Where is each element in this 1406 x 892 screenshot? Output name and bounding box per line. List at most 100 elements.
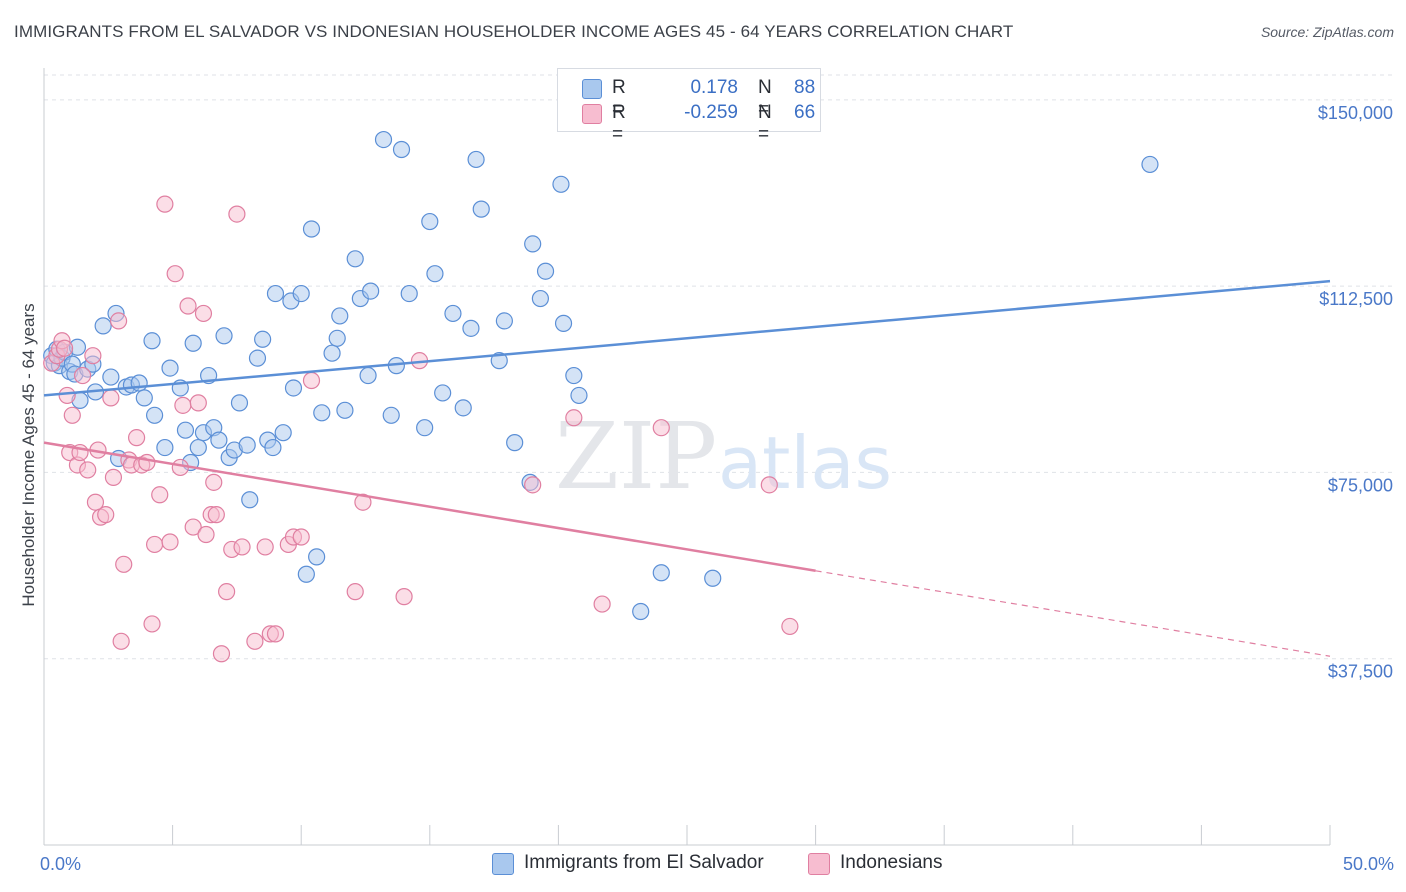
indonesians-trend-line-projection bbox=[815, 570, 1331, 657]
salvador-points bbox=[43, 130, 1159, 621]
data-point bbox=[205, 473, 223, 491]
watermark: ZIP atlas bbox=[555, 403, 892, 510]
data-point bbox=[143, 332, 161, 350]
data-point bbox=[652, 564, 670, 582]
data-point bbox=[143, 615, 161, 633]
data-point bbox=[593, 595, 611, 613]
data-point bbox=[210, 431, 228, 449]
data-point bbox=[524, 235, 542, 253]
indonesians-legend-label: Indonesians bbox=[840, 852, 943, 873]
data-point bbox=[374, 130, 393, 149]
y-tick-label: $75,000 bbox=[1328, 475, 1393, 495]
data-point bbox=[184, 518, 202, 536]
axes bbox=[43, 68, 1331, 846]
data-point bbox=[145, 406, 164, 424]
data-point bbox=[346, 250, 364, 268]
watermark-zip: ZIP bbox=[555, 403, 717, 510]
r-value: 0.178 bbox=[690, 77, 738, 98]
data-point bbox=[135, 389, 153, 407]
data-point bbox=[102, 389, 120, 407]
data-point bbox=[246, 632, 264, 650]
data-point bbox=[359, 366, 377, 385]
data-point bbox=[266, 625, 285, 643]
data-point bbox=[73, 366, 92, 385]
tick-labels: $37,500 $75,000 $112,500 $150,000 0.0% 50.0% bbox=[40, 103, 1394, 874]
n-label: N = bbox=[758, 102, 772, 145]
data-point bbox=[781, 617, 799, 636]
n-label: N = bbox=[758, 77, 772, 120]
source-credit: Source: ZipAtlas.com bbox=[1260, 24, 1394, 40]
data-point bbox=[79, 461, 97, 479]
data-point bbox=[434, 384, 452, 402]
data-point bbox=[292, 284, 310, 303]
data-point bbox=[145, 535, 164, 554]
data-point bbox=[416, 419, 434, 437]
data-point bbox=[194, 304, 213, 323]
salvador-swatch bbox=[582, 79, 602, 99]
data-point bbox=[531, 289, 549, 308]
data-point bbox=[127, 429, 146, 447]
data-point bbox=[115, 555, 133, 573]
y-axis-label: Householder Income Ages 45 - 64 years bbox=[19, 303, 38, 606]
y-tick-label: $112,500 bbox=[1319, 289, 1393, 309]
stats-legend: R = 0.178 N = 88 R = -0.259 N = 66 bbox=[557, 68, 821, 145]
r-value: -0.259 bbox=[684, 102, 738, 123]
data-point bbox=[230, 394, 249, 412]
data-point bbox=[292, 528, 310, 546]
data-point bbox=[395, 588, 413, 606]
data-point bbox=[362, 282, 380, 300]
data-point bbox=[1141, 155, 1159, 174]
indonesians-points bbox=[43, 195, 799, 663]
indonesians-swatch bbox=[582, 104, 602, 124]
data-point bbox=[313, 404, 331, 422]
data-point bbox=[354, 493, 372, 511]
data-point bbox=[97, 506, 115, 524]
data-point bbox=[490, 352, 508, 370]
data-point bbox=[760, 476, 778, 494]
data-point bbox=[302, 220, 321, 238]
x-tick-label: 0.0% bbox=[40, 854, 81, 874]
data-point bbox=[63, 406, 81, 424]
data-point bbox=[266, 284, 285, 303]
data-point bbox=[652, 419, 670, 437]
data-point bbox=[264, 438, 282, 457]
data-point bbox=[426, 265, 444, 283]
data-point bbox=[421, 212, 439, 231]
trend-lines bbox=[43, 279, 1331, 657]
data-point bbox=[241, 491, 259, 509]
data-point bbox=[86, 493, 105, 511]
salvador-legend-swatch bbox=[492, 853, 514, 875]
r-label: R = bbox=[612, 77, 626, 120]
data-point bbox=[112, 632, 130, 650]
data-point bbox=[256, 538, 274, 556]
data-point bbox=[215, 327, 233, 345]
data-point bbox=[454, 399, 472, 417]
salvador-legend-label: Immigrants from El Salvador bbox=[524, 852, 764, 873]
data-point bbox=[151, 486, 169, 504]
data-point bbox=[156, 195, 174, 213]
grid-lines bbox=[44, 74, 1395, 660]
chart-title: IMMIGRANTS FROM EL SALVADOR VS INDONESIA… bbox=[14, 22, 1014, 41]
data-point bbox=[94, 317, 112, 335]
data-point bbox=[565, 366, 583, 385]
y-tick-label: $37,500 bbox=[1328, 662, 1393, 682]
data-point bbox=[218, 583, 236, 601]
data-point bbox=[506, 434, 524, 452]
data-point bbox=[58, 386, 76, 405]
data-point bbox=[495, 312, 513, 330]
y-tick-label: $150,000 bbox=[1318, 103, 1393, 123]
data-point bbox=[467, 150, 485, 169]
salvador-trend-line bbox=[43, 279, 1331, 397]
x-tick-label: 50.0% bbox=[1343, 854, 1394, 874]
data-point bbox=[554, 314, 573, 332]
data-point bbox=[238, 436, 256, 454]
data-point bbox=[323, 344, 341, 362]
data-point bbox=[55, 339, 74, 357]
indonesians-legend-swatch bbox=[808, 853, 830, 875]
indonesians-trend-line bbox=[43, 441, 816, 573]
data-point bbox=[565, 409, 583, 427]
data-point bbox=[336, 401, 354, 419]
data-point bbox=[274, 424, 292, 442]
data-point bbox=[233, 538, 251, 556]
data-point bbox=[308, 548, 326, 566]
